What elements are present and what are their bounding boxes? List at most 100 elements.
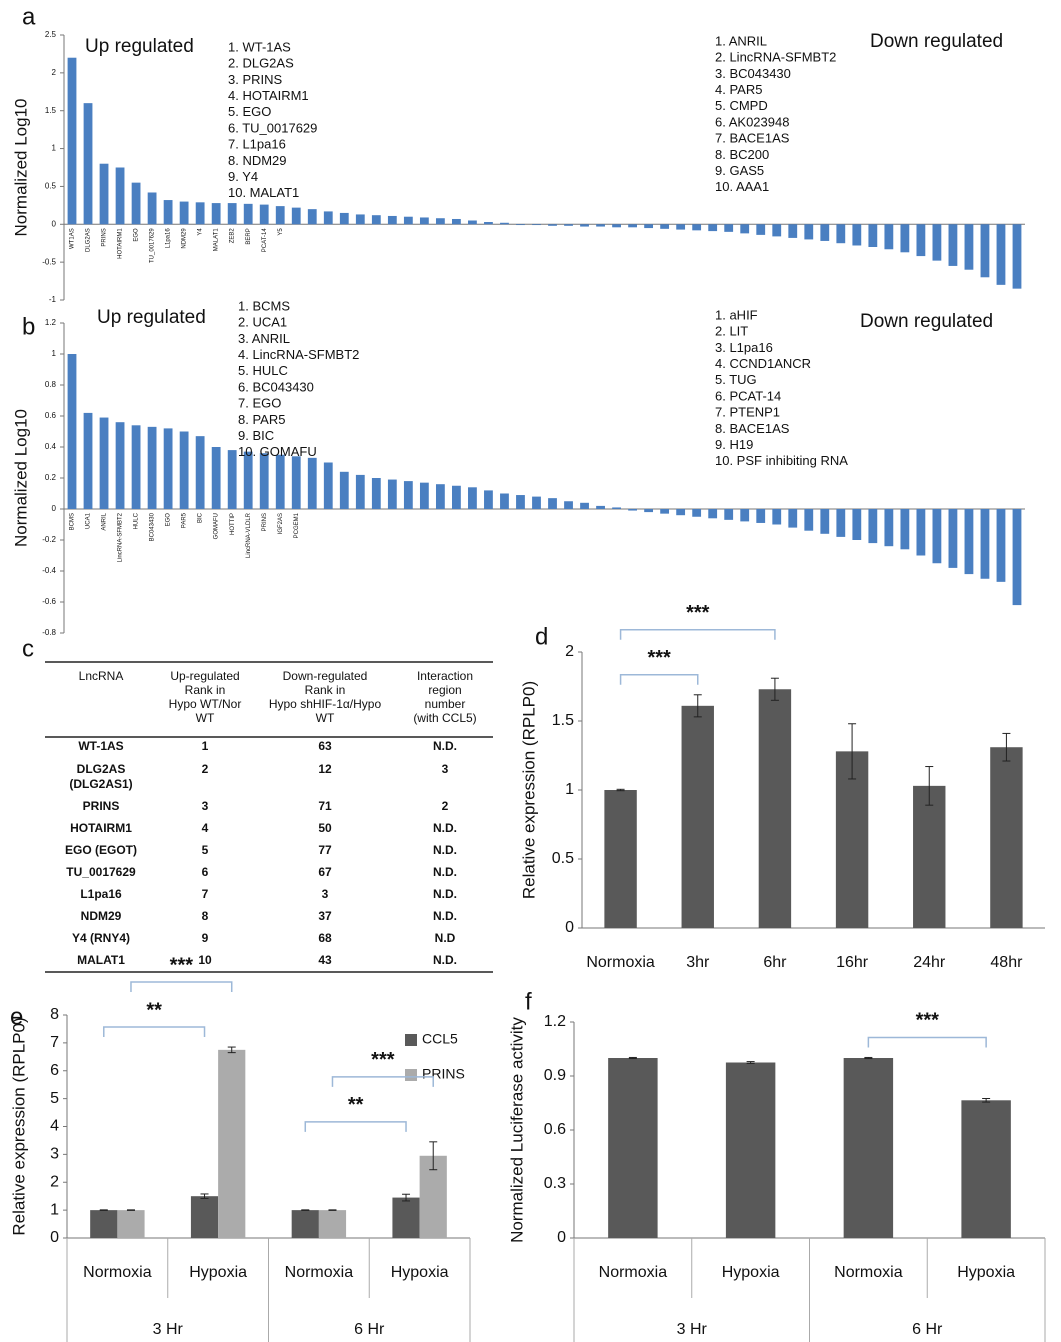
y-tick-label: 1 — [50, 1201, 59, 1218]
bar — [387, 479, 397, 509]
bar — [961, 1100, 1011, 1238]
table-cell: HOTAIRM1 — [70, 821, 132, 835]
table-header: region — [428, 683, 461, 697]
table-header: Interaction — [417, 669, 473, 683]
bar — [323, 211, 333, 225]
table-cell: MALAT1 — [77, 953, 125, 967]
list-item: 9. GAS5 — [715, 163, 764, 178]
bar — [660, 224, 670, 229]
bar — [532, 496, 541, 509]
bar — [628, 224, 637, 228]
list-item: 7. EGO — [238, 396, 281, 411]
table-header: LncRNA — [79, 669, 124, 683]
bar — [291, 1210, 319, 1238]
bar — [259, 453, 269, 509]
error-bar — [628, 1056, 637, 1060]
group-label: 6 Hr — [912, 1321, 943, 1338]
significance-label: *** — [686, 602, 710, 624]
list-item: 8. BACE1AS — [715, 421, 790, 436]
y-tick-label: -0.6 — [42, 597, 56, 606]
bar — [195, 202, 205, 225]
x-tick-label: TU_0017629 — [150, 228, 156, 263]
list-item: 1. aHIF — [715, 307, 758, 322]
list-item: 2. LIT — [715, 324, 748, 339]
bar — [99, 417, 109, 509]
y-tick-label: 0.6 — [544, 1121, 566, 1138]
y-tick-label: 0 — [52, 219, 57, 228]
significance-label: ** — [146, 999, 162, 1021]
list-item: 8. PAR5 — [238, 412, 285, 427]
table-header: Hypo shHIF-1α/Hypo — [269, 697, 382, 711]
panel-label: a — [22, 3, 36, 30]
table-header: WT — [316, 711, 335, 725]
table-cell: 63 — [318, 739, 332, 753]
table-cell: 5 — [202, 843, 209, 857]
y-tick-label: 1.2 — [45, 318, 57, 327]
x-tick-label: PAR5 — [182, 512, 188, 528]
bar — [804, 509, 814, 531]
bar — [500, 493, 509, 509]
bar — [259, 204, 269, 225]
table-cell: 67 — [318, 865, 332, 879]
y-tick-label: 1.2 — [544, 1013, 566, 1030]
x-tick-label: HULC — [134, 512, 140, 529]
table-cell: 7 — [202, 887, 209, 901]
table-cell: N.D. — [433, 953, 457, 967]
list-item: 4. LincRNA-SFMBT2 — [238, 347, 359, 362]
table-header: Hypo WT/Nor — [169, 697, 242, 711]
bar — [788, 509, 798, 528]
x-tick-label: Normoxia — [285, 1264, 354, 1281]
x-tick-label: ANRIL — [102, 512, 108, 530]
bar — [131, 425, 141, 509]
significance-label: *** — [371, 1049, 395, 1071]
bar — [355, 214, 365, 225]
significance-label: *** — [647, 647, 671, 669]
y-tick-label: -0.2 — [42, 535, 56, 544]
group-label: 6 Hr — [354, 1321, 385, 1338]
bar — [756, 509, 766, 523]
x-tick-label: L1pa16 — [166, 228, 172, 249]
table-header: number — [425, 697, 466, 711]
bar — [724, 509, 734, 520]
x-tick-label: Normoxia — [599, 1264, 668, 1281]
bar — [435, 218, 445, 225]
bar — [131, 182, 141, 225]
significance-bracket — [103, 1026, 206, 1038]
list-item: 4. PAR5 — [715, 82, 762, 97]
bar — [179, 431, 189, 509]
panel-label: b — [22, 313, 35, 340]
bar — [452, 485, 461, 509]
table-cell: 10 — [198, 953, 212, 967]
bar — [916, 224, 926, 257]
bar — [852, 224, 862, 246]
bar — [99, 163, 109, 225]
bar — [392, 1197, 420, 1238]
bar — [179, 201, 189, 225]
bar — [275, 206, 285, 225]
error-bar — [770, 677, 779, 701]
bar — [676, 509, 686, 516]
bar — [291, 456, 301, 509]
bar — [836, 224, 846, 244]
list-item: 3. ANRIL — [238, 331, 290, 346]
x-tick-label: LincRNA-SFMBT2 — [118, 512, 124, 562]
y-tick-label: 0.2 — [45, 473, 57, 482]
bar — [596, 224, 605, 227]
bar — [227, 203, 237, 225]
down-label: Down regulated — [860, 311, 993, 332]
bar — [90, 1210, 118, 1238]
x-tick-label: Normoxia — [586, 954, 655, 971]
y-tick-label: -0.4 — [42, 566, 56, 575]
bar — [339, 471, 349, 509]
y-tick-label: 0 — [557, 1229, 566, 1246]
bar — [835, 751, 869, 928]
x-tick-label: HOTAIRM1 — [118, 228, 124, 259]
x-tick-label: LincRNA-VLDLR — [246, 512, 252, 558]
bar — [548, 224, 557, 226]
list-item: 7. L1pa16 — [228, 137, 286, 152]
bar — [163, 428, 173, 509]
bar — [681, 705, 714, 928]
panel-label: f — [525, 988, 532, 1015]
table-cell: 68 — [318, 931, 332, 945]
